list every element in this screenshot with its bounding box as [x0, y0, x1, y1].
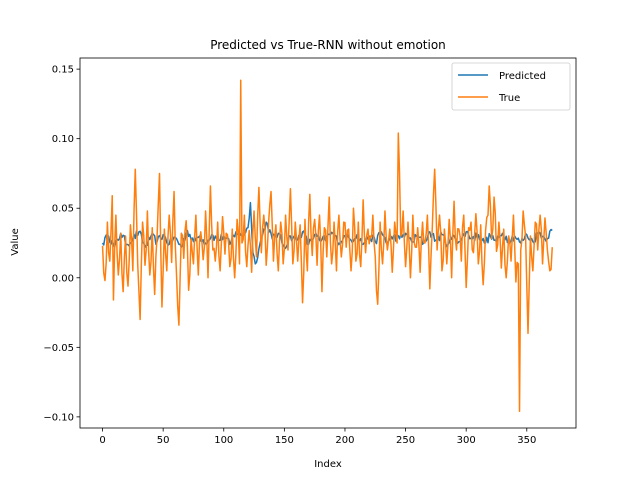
y-tick-label: −0.10: [43, 412, 74, 423]
legend-predicted-label: Predicted: [499, 71, 546, 82]
chart-title: Predicted vs True-RNN without emotion: [210, 38, 446, 52]
y-axis: −0.10 −0.05 0.00 0.05 0.10 0.15: [43, 65, 80, 423]
axes-frame: [79, 57, 577, 429]
x-tick-label: 0: [99, 435, 105, 446]
y-tick-label: 0.10: [52, 134, 74, 145]
y-axis-label: Value: [10, 228, 21, 255]
x-axis: 0 50 100 150 200 250 300 350: [99, 428, 536, 446]
x-tick-label: 50: [157, 435, 170, 446]
x-tick-label: 350: [517, 435, 536, 446]
y-tick-label: 0.00: [52, 273, 74, 284]
x-tick-label: 100: [214, 435, 233, 446]
x-tick-label: 250: [396, 435, 415, 446]
plot-area: [101, 79, 553, 413]
y-tick-label: 0.05: [52, 204, 74, 215]
y-tick-label: −0.05: [43, 343, 74, 354]
y-tick-label: 0.15: [52, 65, 74, 76]
legend: Predicted True: [451, 62, 571, 111]
x-tick-label: 200: [335, 435, 354, 446]
legend-true-label: True: [498, 93, 520, 104]
series-line-true: [101, 79, 553, 413]
x-tick-label: 150: [275, 435, 294, 446]
x-tick-label: 300: [457, 435, 476, 446]
x-axis-label: Index: [314, 459, 342, 470]
